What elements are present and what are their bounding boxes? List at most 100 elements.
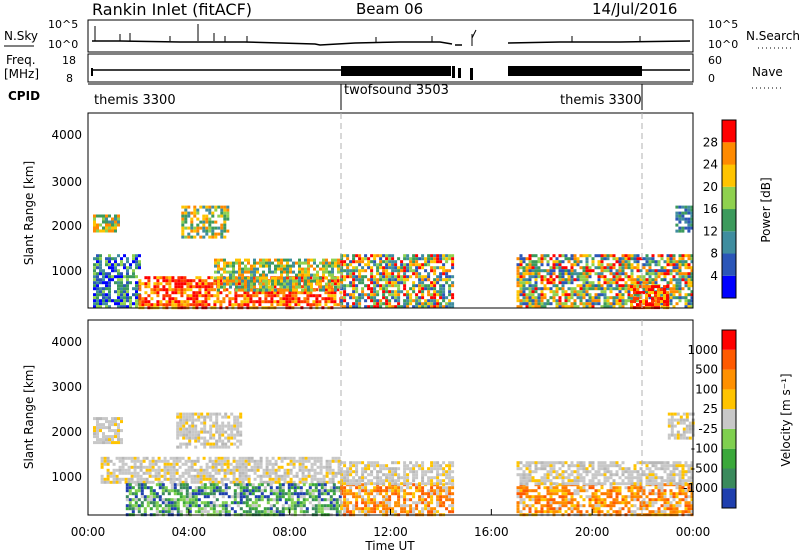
velocity-region-4 <box>340 483 455 517</box>
colorbar-swatch <box>722 231 736 254</box>
station-title: Rankin Inlet (fitACF) <box>92 0 253 19</box>
nave-label: Nave <box>752 65 783 79</box>
vel-y-tick-3000: 3000 <box>51 380 82 394</box>
velocity-colorbar-label: Velocity [m s⁻¹] <box>779 373 793 466</box>
velocity-region-7 <box>516 461 694 486</box>
velocity-panel: 4000 3000 2000 1000 Slant Range [km] 100… <box>22 319 793 553</box>
colorbar-tick: 500 <box>695 363 718 377</box>
colorbar-tick: 20 <box>703 180 718 194</box>
power-y-tick-4000: 4000 <box>51 128 82 142</box>
cpid-label: CPID <box>8 89 40 103</box>
colorbar-swatch <box>722 142 736 165</box>
colorbar-swatch <box>722 330 736 350</box>
colorbar-swatch <box>722 349 736 370</box>
power-colorbar-label: Power [dB] <box>759 177 773 242</box>
colorbar-tick: -1000 <box>683 481 718 495</box>
date-label: 14/Jul/2016 <box>592 0 678 18</box>
colorbar-swatch <box>722 448 736 469</box>
time-tick-label: 00:00 <box>71 525 106 539</box>
power-region-8 <box>675 205 694 233</box>
time-axis-ticks: 00:00 04:00 08:00 12:00 16:00 20:00 00:00 <box>71 509 711 539</box>
velocity-region-0 <box>93 417 123 445</box>
colorbar-tick: 8 <box>710 247 718 261</box>
cpid-segment-2: twofsound 3503 <box>344 83 449 98</box>
noise-left-tick-high: 10^5 <box>48 18 78 31</box>
colorbar-tick: 12 <box>703 224 718 238</box>
power-region-0 <box>93 254 141 309</box>
velocity-colorbar: 1000 500 100 25 -25 -100 -500 -1000 <box>683 329 737 509</box>
time-tick-label: 12:00 <box>373 525 408 539</box>
power-y-tick-2000: 2000 <box>51 219 82 233</box>
cpid-segment-1: themis 3300 <box>94 93 176 108</box>
colorbar-swatch <box>722 209 736 232</box>
colorbar-tick: -25 <box>698 422 718 436</box>
noise-right-tick-high: 10^5 <box>708 18 738 31</box>
velocity-region-1 <box>176 412 243 449</box>
power-region-5 <box>340 254 455 309</box>
colorbar-tick: -500 <box>691 461 718 475</box>
colorbar-swatch <box>722 468 736 489</box>
time-tick-label: 20:00 <box>575 525 610 539</box>
power-y-axis-label: Slant Range [km] <box>22 161 36 265</box>
colorbar-tick: -100 <box>691 442 718 456</box>
time-tick-label: 00:00 <box>676 525 711 539</box>
velocity-data-cells <box>93 412 695 517</box>
colorbar-tick: 28 <box>703 135 718 149</box>
colorbar-swatch <box>722 389 736 410</box>
beam-label: Beam 06 <box>356 0 424 18</box>
time-axis-label: Time UT <box>364 539 415 553</box>
power-colorbar: 28 24 20 16 12 8 4 <box>703 119 737 299</box>
time-tick-label: 04:00 <box>172 525 207 539</box>
velocity-region-2 <box>100 456 341 484</box>
colorbar-swatch <box>722 275 736 299</box>
freq-panel: Freq. [MHz] 18 8 60 0 Nave <box>4 53 783 89</box>
vel-y-axis-label: Slant Range [km] <box>22 365 36 469</box>
colorbar-tick: 4 <box>710 269 718 283</box>
cpid-segment-3: themis 3300 <box>560 93 642 108</box>
vel-y-tick-1000: 1000 <box>51 470 82 484</box>
colorbar-swatch <box>722 428 736 449</box>
power-region-2 <box>181 205 230 239</box>
velocity-region-8 <box>667 412 695 440</box>
noise-left-tick-low: 10^0 <box>48 38 78 51</box>
colorbar-swatch <box>722 409 736 429</box>
cpid-row: CPID themis 3300 twofsound 3503 themis 3… <box>8 83 693 110</box>
colorbar-swatch <box>722 120 736 143</box>
colorbar-tick: 25 <box>703 402 718 416</box>
noise-right-tick-low: 10^0 <box>708 38 738 51</box>
freq-left-tick-high: 18 <box>62 54 76 67</box>
colorbar-tick: 100 <box>695 382 718 396</box>
noise-sky-spikes <box>94 24 641 46</box>
colorbar-swatch <box>722 186 736 210</box>
colorbar-frame <box>721 329 737 509</box>
noise-left-label: N.Sky <box>4 29 38 43</box>
power-region-7 <box>630 285 669 310</box>
power-panel: 4000 3000 2000 1000 Slant Range [km] 282… <box>22 112 773 310</box>
velocity-region-6 <box>516 483 694 517</box>
vel-y-tick-2000: 2000 <box>51 425 82 439</box>
freq-right-tick-low: 0 <box>708 72 715 85</box>
colorbar-tick: 24 <box>703 158 718 172</box>
colorbar-tick: 16 <box>703 202 718 216</box>
power-y-tick-3000: 3000 <box>51 175 82 189</box>
noise-sky-trace <box>92 40 691 46</box>
freq-label-line2: [MHz] <box>4 67 39 81</box>
time-tick-label: 08:00 <box>272 525 307 539</box>
power-y-tick-1000: 1000 <box>51 264 82 278</box>
power-data-cells <box>93 205 694 310</box>
colorbar-swatch <box>722 369 736 390</box>
power-region-1 <box>93 214 120 233</box>
power-region-4 <box>214 258 343 292</box>
colorbar-swatch <box>722 164 736 187</box>
colorbar-swatch <box>722 488 736 508</box>
colorbar-tick: 1000 <box>687 343 718 357</box>
colorbar-frame <box>721 119 737 299</box>
colorbar-swatch <box>722 253 736 276</box>
noise-panel: N.Sky 10^5 10^0 N.Search 10^5 10^0 <box>4 18 800 53</box>
freq-label-line1: Freq. <box>6 53 36 67</box>
time-tick-label: 16:00 <box>474 525 509 539</box>
velocity-region-5 <box>340 461 455 486</box>
vel-y-tick-4000: 4000 <box>51 335 82 349</box>
freq-left-tick-low: 8 <box>66 72 73 85</box>
